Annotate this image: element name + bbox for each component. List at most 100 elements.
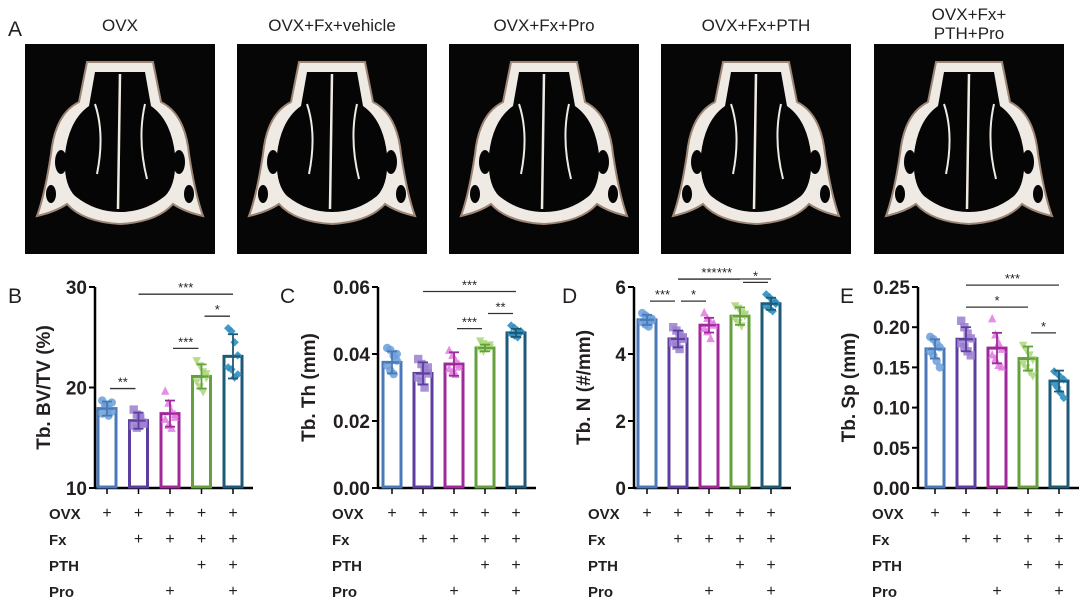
treatment-plus-mark: +	[228, 531, 237, 548]
treatment-plus-mark: +	[766, 557, 775, 574]
data-point	[706, 333, 715, 343]
bar-3	[443, 362, 465, 489]
treatment-plus-mark: +	[134, 531, 143, 548]
data-point	[139, 419, 148, 428]
treatment-plus-mark: +	[1054, 557, 1063, 574]
significance-label: ***	[1005, 271, 1020, 286]
data-point	[675, 344, 684, 354]
data-point	[997, 362, 1006, 371]
bar-5	[760, 302, 782, 489]
treatment-plus-mark: +	[735, 557, 744, 574]
data-point	[417, 377, 426, 386]
treatment-plus-mark: +	[992, 505, 1001, 522]
significance-label: ***	[462, 278, 477, 293]
treatment-plus-mark: +	[228, 583, 237, 600]
treatment-plus-mark: +	[1023, 505, 1032, 522]
y-tick-label: 0.10	[873, 399, 910, 420]
treatment-row-label-fx: Fx	[588, 532, 606, 549]
chart-panel-c: CTb. Th (mm)0.000.020.040.06********OVX +…	[280, 278, 536, 601]
significance-label: ***	[178, 334, 193, 349]
significance-label: *	[215, 302, 220, 317]
treatment-plus-mark: +	[165, 531, 174, 548]
treatment-plus-mark: +	[449, 505, 458, 522]
treatment-plus-mark: +	[992, 531, 1001, 548]
y-tick-label: 2	[615, 412, 626, 433]
data-point	[1028, 372, 1037, 381]
significance-label: *	[994, 293, 999, 308]
y-tick-label: 6	[615, 278, 626, 299]
treatment-plus-mark: +	[642, 505, 651, 522]
treatment-plus-mark: +	[418, 531, 427, 548]
data-point	[417, 359, 426, 369]
treatment-plus-mark: +	[766, 531, 775, 548]
y-axis-label: Tb. N (#/mm)	[574, 330, 595, 445]
y-tick-label: 0.05	[873, 439, 910, 460]
data-point	[230, 338, 239, 347]
data-point	[129, 405, 138, 414]
treatment-plus-mark: +	[228, 557, 237, 574]
treatment-plus-mark: +	[511, 557, 520, 574]
y-tick-label: 30	[66, 278, 87, 299]
treatment-row-label-pth: PTH	[588, 558, 618, 575]
data-point	[420, 383, 429, 392]
data-point	[963, 329, 972, 338]
data-point	[192, 378, 201, 387]
treatment-plus-mark: +	[480, 505, 489, 522]
data-point	[423, 363, 432, 372]
y-tick-label: 0.00	[873, 479, 910, 500]
data-point	[740, 310, 749, 319]
data-point	[647, 314, 656, 324]
data-point	[485, 341, 494, 350]
treatment-plus-mark: +	[1023, 557, 1032, 574]
image-title-ovx-fx-pro: OVX+Fx+Pro	[449, 16, 639, 35]
treatment-plus-mark: +	[102, 505, 111, 522]
image-title-ovx-fx-pth: OVX+Fx+PTH	[661, 16, 851, 35]
data-point	[164, 398, 173, 407]
data-point	[516, 327, 525, 336]
panel-letter: E	[840, 285, 854, 308]
treatment-plus-mark: +	[418, 505, 427, 522]
treatment-plus-mark: +	[1054, 531, 1063, 548]
significance-label: ***	[701, 265, 716, 280]
image-title-ovx: OVX	[25, 16, 215, 35]
significance-label: ***	[655, 287, 670, 302]
data-point	[233, 370, 242, 379]
title-line: OVX+Fx+vehicle	[268, 16, 396, 35]
data-point	[414, 354, 423, 364]
data-point	[957, 316, 966, 325]
image-title-ovx-fx-vehicle: OVX+Fx+vehicle	[237, 16, 427, 35]
microct-image-ovx-fx-pth	[661, 44, 851, 254]
treatment-plus-mark: +	[735, 505, 744, 522]
y-tick-label: 0.04	[333, 345, 370, 366]
treatment-plus-mark: +	[766, 505, 775, 522]
treatment-plus-mark: +	[704, 531, 713, 548]
treatment-plus-mark: +	[704, 583, 713, 600]
significance-label: *	[753, 268, 758, 283]
panel-letter: D	[562, 285, 577, 308]
treatment-plus-mark: +	[197, 531, 206, 548]
treatment-row-label-pro: Pro	[872, 584, 897, 601]
title-line: OVX+Fx+	[931, 5, 1007, 24]
treatment-plus-mark: +	[735, 531, 744, 548]
data-point	[135, 413, 145, 422]
treatment-row-label-fx: Fx	[872, 532, 890, 549]
microct-image-ovx-fx-vehicle	[237, 44, 427, 254]
treatment-plus-mark: +	[511, 505, 520, 522]
treatment-plus-mark: +	[511, 531, 520, 548]
y-tick-label: 20	[66, 379, 87, 400]
significance-label: ***	[178, 280, 193, 295]
bar-2	[955, 337, 977, 489]
significance-label: **	[118, 375, 128, 390]
y-tick-label: 0.06	[333, 278, 370, 299]
treatment-row-label-pro: Pro	[332, 584, 357, 601]
data-point	[202, 370, 211, 379]
data-point	[227, 327, 236, 336]
bar-1	[381, 360, 403, 489]
panel-letter: C	[280, 285, 295, 308]
data-point	[678, 333, 687, 342]
y-tick-label: 0.02	[333, 412, 370, 433]
data-point	[762, 302, 771, 311]
y-tick-label: 4	[615, 345, 626, 366]
